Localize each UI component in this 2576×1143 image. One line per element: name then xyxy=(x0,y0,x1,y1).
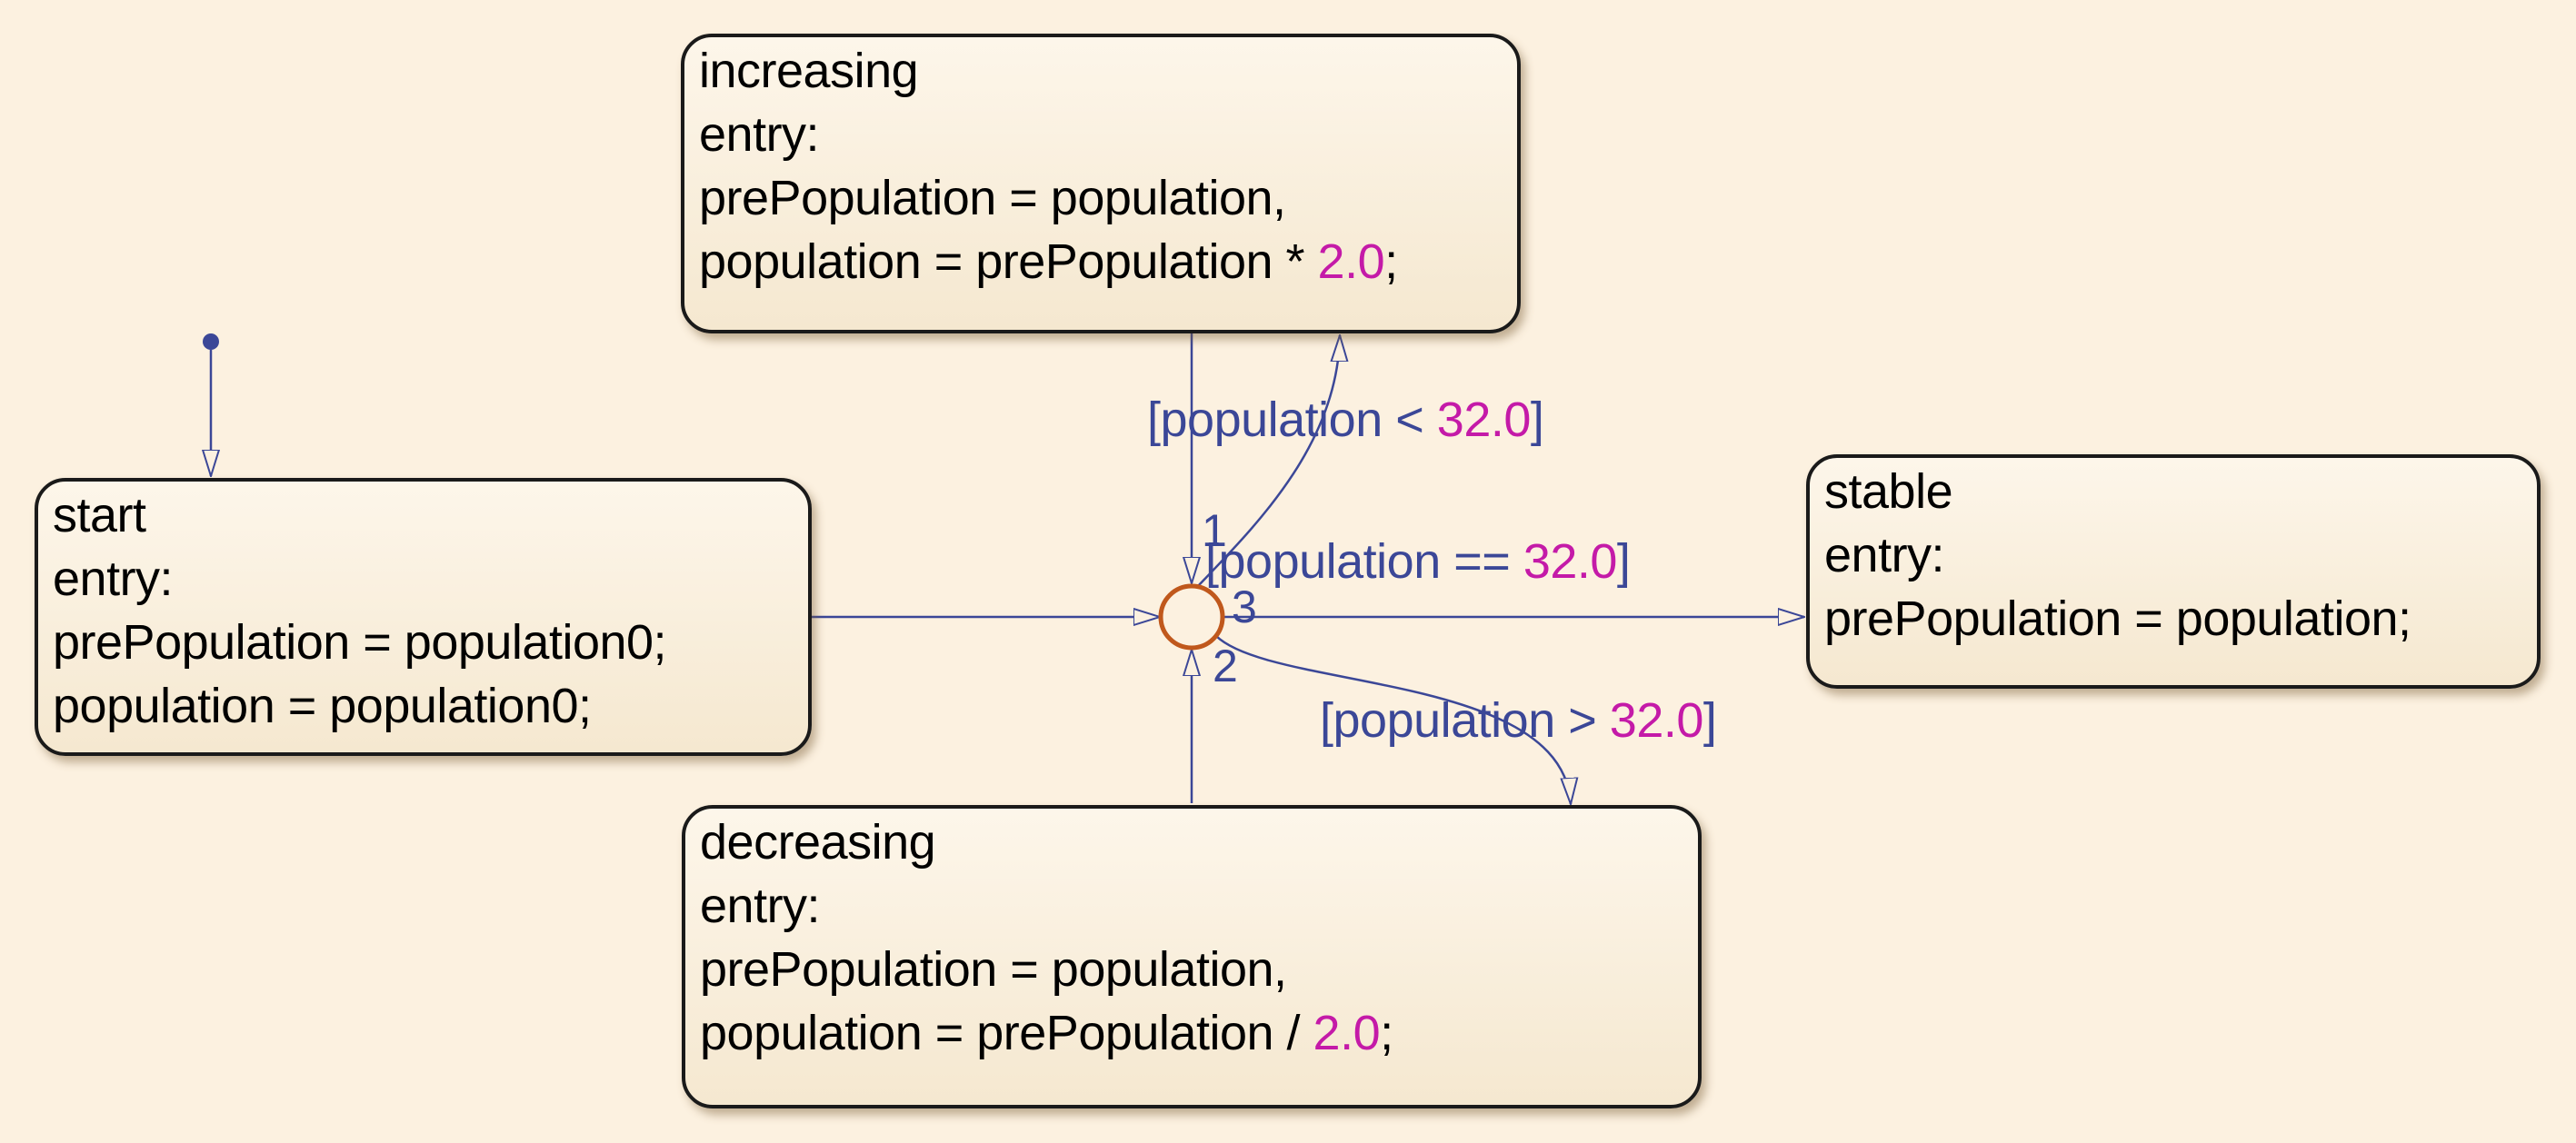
state-name: decreasing xyxy=(700,815,936,870)
entry-label: entry: xyxy=(699,107,820,162)
entry-label: entry: xyxy=(700,879,821,933)
guard-text: [population == xyxy=(1205,534,1523,589)
action-text: population = prePopulation / xyxy=(700,1006,1313,1060)
guard-to-decreasing[interactable]: [population > 32.0] xyxy=(1320,693,1717,748)
guard-to-increasing[interactable]: [population < 32.0] xyxy=(1147,393,1544,447)
default-transition-dot[interactable] xyxy=(203,333,219,350)
state-name: start xyxy=(53,488,146,542)
number-literal: 2.0 xyxy=(1313,1006,1381,1060)
transition-to-decreasing[interactable] xyxy=(1215,635,1571,804)
action-text: population = prePopulation * xyxy=(699,234,1318,289)
action-end: ; xyxy=(1380,1006,1393,1060)
connective-junction[interactable] xyxy=(1158,583,1225,651)
number-literal: 32.0 xyxy=(1436,393,1532,447)
transition-order-2: 2 xyxy=(1213,641,1238,691)
transition-order-3: 3 xyxy=(1232,581,1257,632)
state-name: increasing xyxy=(699,44,919,98)
number-literal: 32.0 xyxy=(1523,534,1618,589)
entry-action: population = prePopulation * 2.0; xyxy=(699,230,1517,293)
state-name: stable xyxy=(1824,464,1953,519)
entry-action: prePopulation = population0; xyxy=(53,615,667,670)
guard-text: [population > xyxy=(1320,693,1610,748)
guard-bracket: ] xyxy=(1702,693,1717,748)
entry-action: population = population0; xyxy=(53,679,592,733)
state-decreasing[interactable]: decreasing entry: prePopulation = popula… xyxy=(682,805,1702,1108)
state-start[interactable]: start entry: prePopulation = population0… xyxy=(35,478,812,756)
number-literal: 2.0 xyxy=(1317,234,1385,289)
entry-action: prePopulation = population, xyxy=(700,942,1287,997)
guard-to-stable[interactable]: [population == 32.0] xyxy=(1205,534,1631,589)
guard-text: [population < xyxy=(1147,393,1437,447)
state-increasing[interactable]: increasing entry: prePopulation = popula… xyxy=(681,34,1521,333)
entry-action: prePopulation = population, xyxy=(699,171,1286,225)
action-end: ; xyxy=(1384,234,1398,289)
number-literal: 32.0 xyxy=(1609,693,1704,748)
state-stable[interactable]: stable entry: prePopulation = population… xyxy=(1806,454,2541,689)
transition-to-increasing[interactable] xyxy=(1197,335,1340,587)
entry-action: prePopulation = population; xyxy=(1824,591,2411,646)
transition-order-1: 1 xyxy=(1202,505,1227,556)
entry-label: entry: xyxy=(53,552,174,606)
entry-label: entry: xyxy=(1824,528,1945,582)
entry-action: population = prePopulation / 2.0; xyxy=(700,1001,1698,1065)
guard-bracket: ] xyxy=(1530,393,1544,447)
guard-bracket: ] xyxy=(1616,534,1631,589)
